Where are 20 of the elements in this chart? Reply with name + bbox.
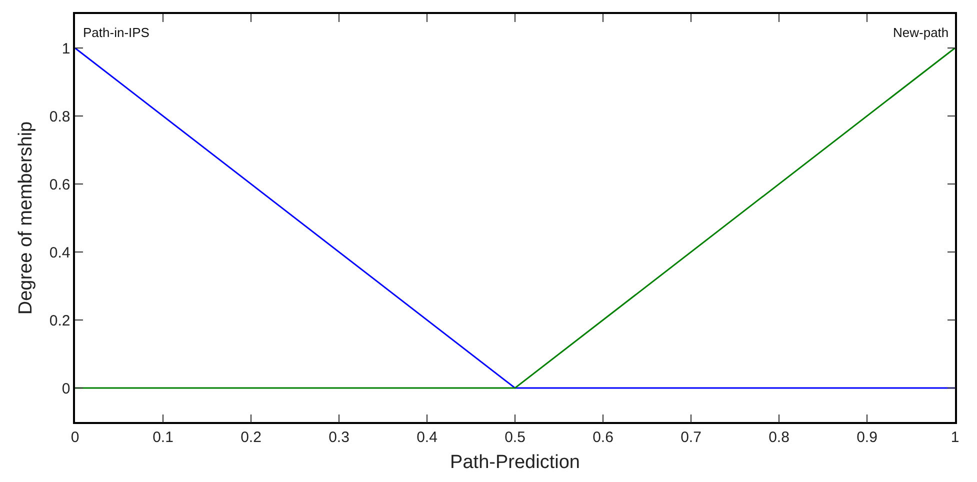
x-axis-title: Path-Prediction bbox=[450, 452, 580, 474]
x-tick-label: 0.8 bbox=[768, 428, 790, 446]
x-tick-label: 1 bbox=[950, 428, 960, 446]
y-tick-label: 0.8 bbox=[49, 108, 70, 126]
x-tick-label: 0.5 bbox=[504, 428, 526, 446]
y-axis-title: Degree of membership bbox=[16, 121, 37, 315]
x-tick-label: 0.4 bbox=[416, 428, 438, 446]
y-tick-label: 0 bbox=[62, 380, 70, 398]
annotation: New-path bbox=[893, 25, 949, 40]
x-tick-label: 0.3 bbox=[328, 428, 350, 446]
annotation: Path-in-IPS bbox=[83, 25, 150, 40]
y-tick-label: 0.2 bbox=[49, 312, 70, 330]
x-tick-label: 0.7 bbox=[680, 428, 702, 446]
x-tick-label: 0.2 bbox=[240, 428, 262, 446]
y-tick-label: 1 bbox=[62, 40, 70, 58]
x-tick-label: 0.1 bbox=[152, 428, 174, 446]
x-tick-label: 0.9 bbox=[856, 428, 878, 446]
y-tick-label: 0.6 bbox=[49, 176, 70, 194]
x-tick-label: 0.6 bbox=[592, 428, 614, 446]
y-tick-label: 0.4 bbox=[49, 244, 70, 262]
